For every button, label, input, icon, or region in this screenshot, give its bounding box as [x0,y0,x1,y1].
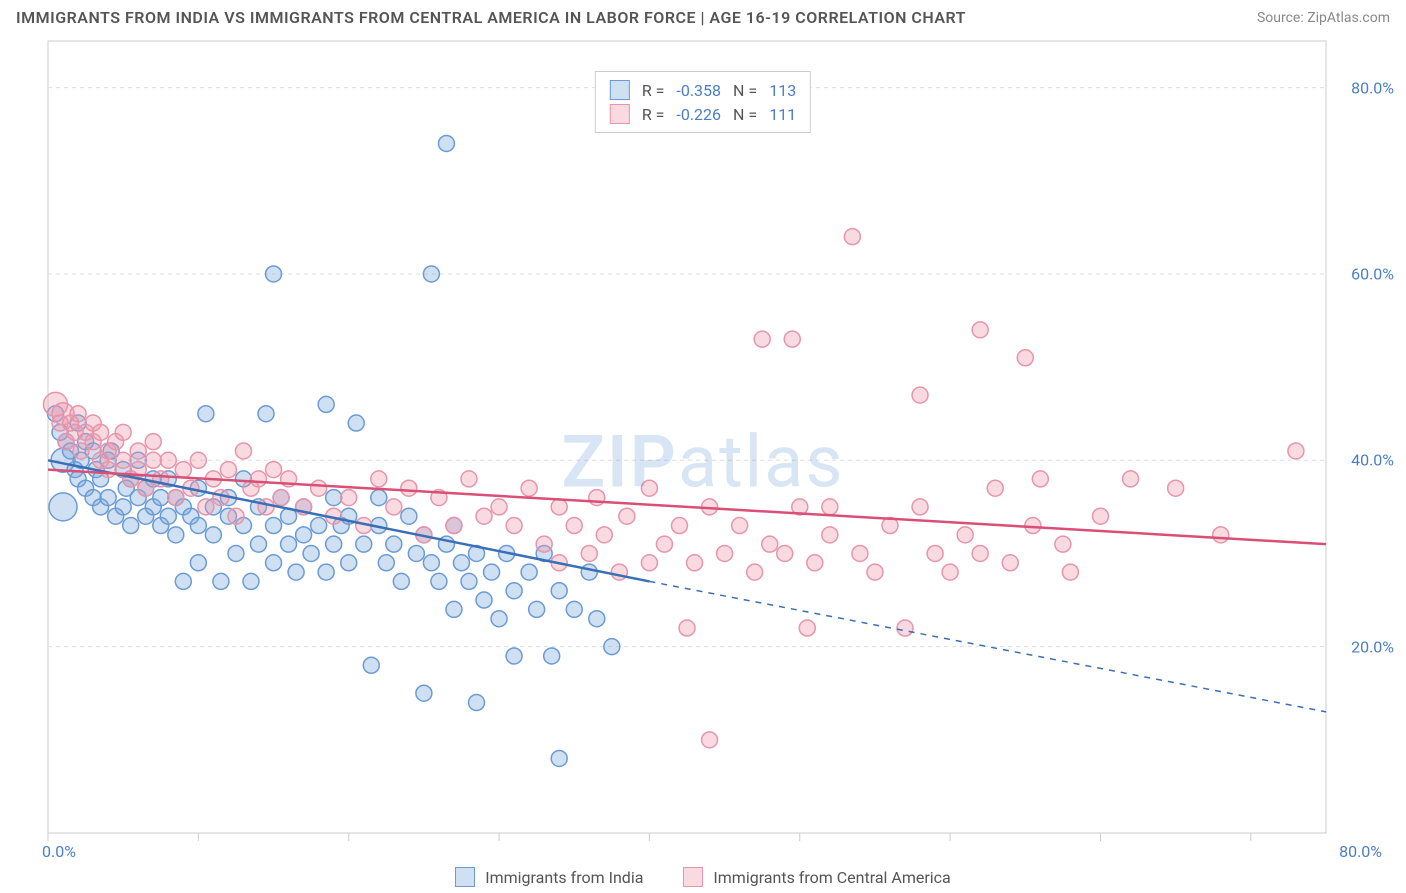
legend-label-central-america: Immigrants from Central America [713,868,950,887]
x-tick-label: 0.0% [42,842,76,861]
source-attribution: Source: ZipAtlas.com [1257,10,1390,26]
chart-area: In Labor Force | Age 16-19 ZIPatlas R = … [0,31,1406,893]
title-bar: IMMIGRANTS FROM INDIA VS IMMIGRANTS FROM… [0,0,1406,31]
r-value-india: -0.358 [676,81,721,100]
stats-legend-box: R = -0.358 N = 113 R = -0.226 N = 111 [595,71,811,133]
y-tick-label: 20.0% [1351,637,1394,656]
r-label: R = [642,81,665,100]
swatch-central-america [610,104,630,124]
stats-row-india: R = -0.358 N = 113 [610,78,796,102]
legend-item-central-america: Immigrants from Central America [683,867,950,887]
legend-item-india: Immigrants from India [455,867,643,887]
stats-row-central-america: R = -0.226 N = 111 [610,102,796,126]
y-tick-label: 80.0% [1351,78,1394,97]
r-value-central-america: -0.226 [676,105,721,124]
y-tick-label: 60.0% [1351,264,1394,283]
x-tick-label: 80.0% [1339,842,1382,861]
swatch-india [610,80,630,100]
n-value-central-america: 111 [769,105,796,124]
n-value-india: 113 [769,81,796,100]
n-label: N = [733,81,757,100]
n-label: N = [733,105,757,124]
legend-swatch-india [455,867,475,887]
legend-swatch-central-america [683,867,703,887]
legend-label-india: Immigrants from India [485,868,643,887]
scatter-chart [0,31,1406,893]
chart-title: IMMIGRANTS FROM INDIA VS IMMIGRANTS FROM… [16,8,966,27]
r-label: R = [642,105,665,124]
y-tick-label: 40.0% [1351,451,1394,470]
bottom-legend: Immigrants from India Immigrants from Ce… [0,867,1406,887]
